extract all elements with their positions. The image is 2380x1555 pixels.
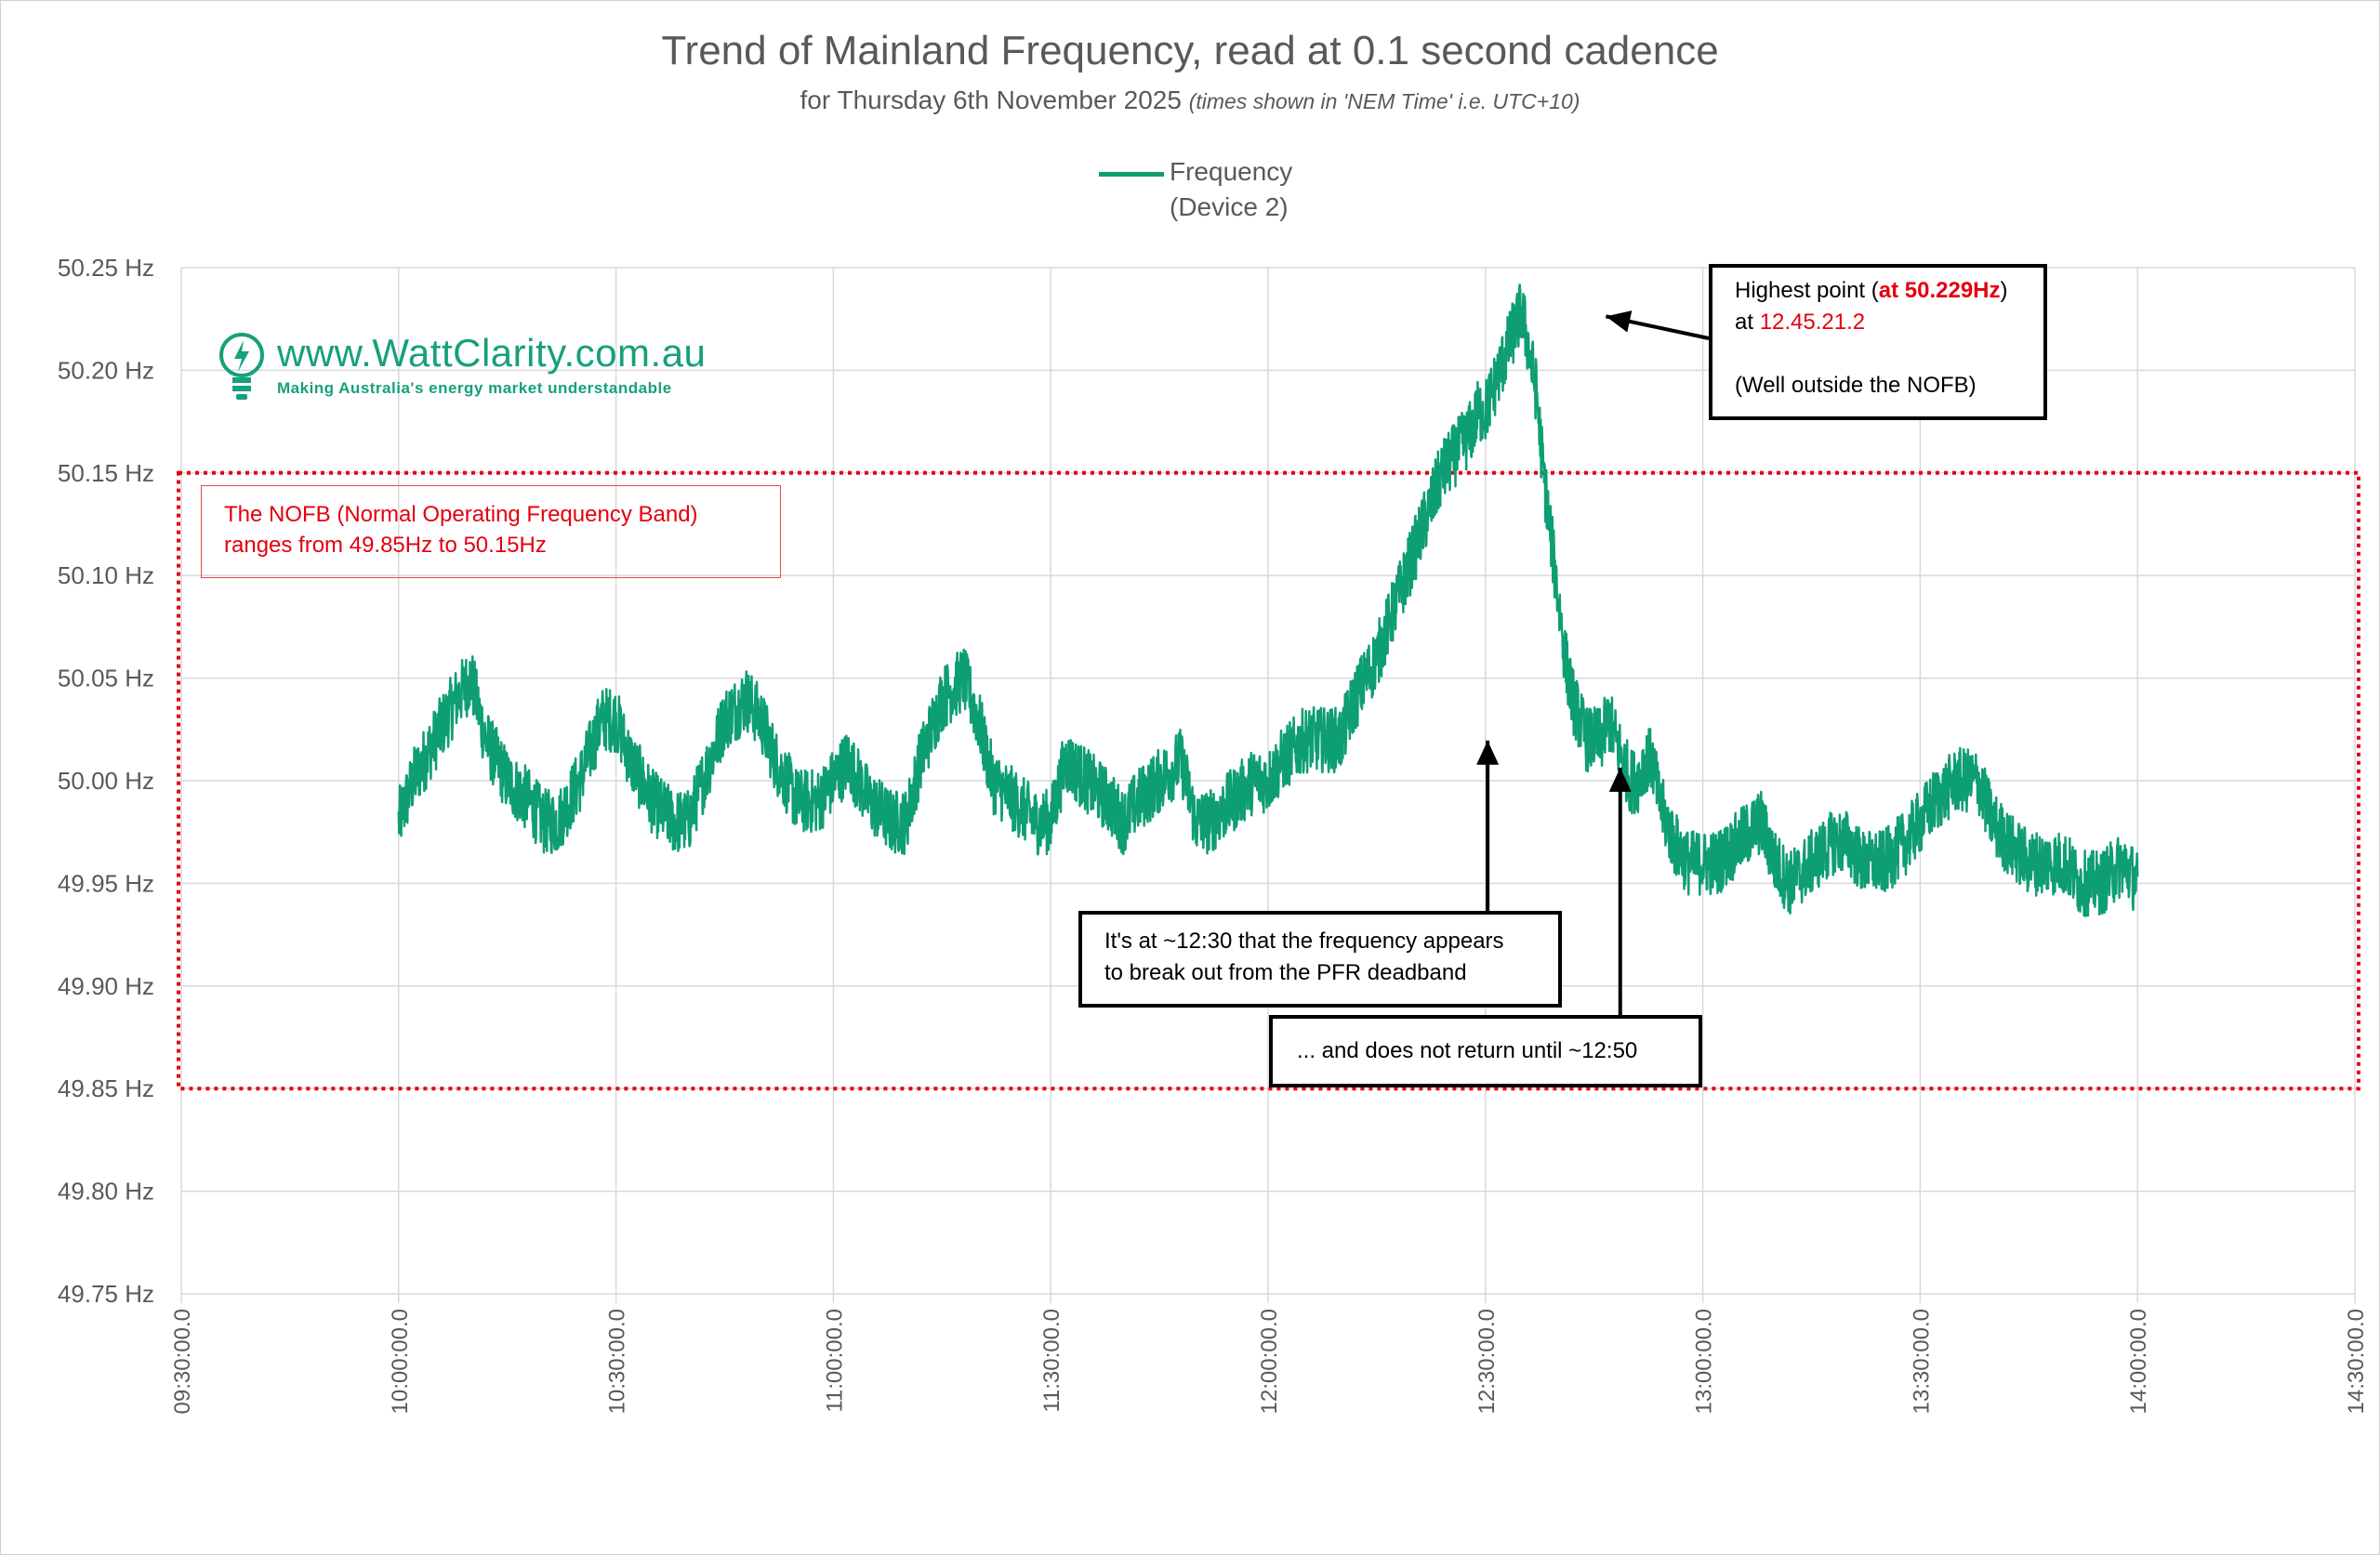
- annotation-arrows: [1476, 310, 1710, 1015]
- highest-point-spacer: [1735, 338, 2043, 370]
- x-tick-label: 14:30:00.0: [2344, 1309, 2369, 1414]
- highest-value: at 50.229Hz: [1878, 278, 2001, 303]
- highest-suffix: ): [2000, 278, 2008, 303]
- x-tick-label: 13:30:00.0: [1909, 1309, 1934, 1414]
- y-tick-label: 49.85 Hz: [58, 1074, 154, 1102]
- breakout-line1: It's at ~12:30 that the frequency appear…: [1104, 929, 1504, 954]
- logo-text: www.WattClarity.com.au: [277, 331, 707, 375]
- frequency-series-line: [397, 283, 2139, 917]
- legend-label-line2: (Device 2): [1170, 192, 1289, 221]
- nofb-note: The NOFB (Normal Operating Frequency Ban…: [201, 485, 781, 578]
- chart-title: Trend of Mainland Frequency, read at 0.1…: [661, 28, 1719, 73]
- breakout-line2: to break out from the PFR deadband: [1104, 960, 1467, 985]
- nofb-note-line1: The NOFB (Normal Operating Frequency Ban…: [224, 502, 698, 527]
- lightbulb-icon: [219, 333, 264, 400]
- y-tick-label: 49.80 Hz: [58, 1178, 154, 1206]
- breakout-callout: It's at ~12:30 that the frequency appear…: [1078, 911, 1562, 1008]
- x-tick-label: 12:00:00.0: [1257, 1309, 1282, 1414]
- x-tick-label: 10:00:00.0: [388, 1309, 413, 1414]
- y-tick-label: 50.10 Hz: [58, 561, 154, 589]
- return-arrow-head: [1608, 767, 1632, 792]
- y-tick-label: 50.00 Hz: [58, 767, 154, 795]
- nofb-note-line2: ranges from 49.85Hz to 50.15Hz: [224, 533, 547, 558]
- y-tick-label: 50.20 Hz: [58, 356, 154, 384]
- chart-subtitle: for Thursday 6th November 2025 (times sh…: [0, 86, 2380, 115]
- return-callout: ... and does not return until ~12:50: [1269, 1015, 1702, 1087]
- x-axis-ticks: 09:30:00.0 10:00:00.0 10:30:00.0 11:00:00.0…: [170, 1309, 2369, 1414]
- y-axis-ticks: 50.25 Hz 50.20 Hz 50.15 Hz 50.10 Hz 50.05 Hz…: [58, 254, 154, 1308]
- highest-point-arrow-head: [1606, 310, 1633, 333]
- highest-point-callout: Highest point (at 50.229Hz) at 12.45.21.…: [1709, 264, 2047, 420]
- subtitle-main: for Thursday 6th November 2025: [800, 86, 1182, 114]
- legend-label: Frequency (Device 2): [1170, 154, 1292, 225]
- highest-at: at: [1735, 310, 1760, 335]
- y-tick-label: 49.95 Hz: [58, 869, 154, 897]
- highest-point-line3: (Well outside the NOFB): [1735, 373, 1977, 398]
- x-tick-label: 11:00:00.0: [822, 1309, 847, 1413]
- highest-time: 12.45.21.2: [1759, 310, 1866, 335]
- y-tick-label: 50.25 Hz: [58, 254, 154, 282]
- y-tick-label: 50.05 Hz: [58, 665, 154, 692]
- x-tick-label: 11:30:00.0: [1039, 1309, 1064, 1413]
- y-tick-label: 49.90 Hz: [58, 972, 154, 1000]
- x-tick-label: 14:00:00.0: [2126, 1309, 2151, 1414]
- highest-point-line2: at 12.45.21.2: [1735, 307, 2043, 338]
- y-tick-label: 49.75 Hz: [58, 1280, 154, 1308]
- x-tick-label: 09:30:00.0: [170, 1309, 195, 1414]
- legend-swatch: [1099, 172, 1164, 177]
- logo-tagline: Making Australia's energy market underst…: [277, 379, 672, 397]
- x-tick-label: 13:00:00.0: [1692, 1309, 1717, 1414]
- highest-point-line1: Highest point (at 50.229Hz): [1735, 275, 2043, 307]
- legend-label-line1: Frequency: [1170, 157, 1293, 186]
- nofb-band-outline: [177, 470, 2360, 1091]
- x-tick-label: 12:30:00.0: [1474, 1309, 1500, 1414]
- x-tick-label: 10:30:00.0: [605, 1309, 630, 1414]
- y-tick-label: 50.15 Hz: [58, 459, 154, 487]
- subtitle-note: (times shown in 'NEM Time' i.e. UTC+10): [1188, 89, 1580, 113]
- return-line: ... and does not return until ~12:50: [1297, 1038, 1638, 1063]
- highest-prefix: Highest point (: [1735, 278, 1879, 303]
- wattclarity-logo: www.WattClarity.com.au Making Australia'…: [218, 331, 720, 405]
- breakout-arrow-head: [1476, 740, 1500, 765]
